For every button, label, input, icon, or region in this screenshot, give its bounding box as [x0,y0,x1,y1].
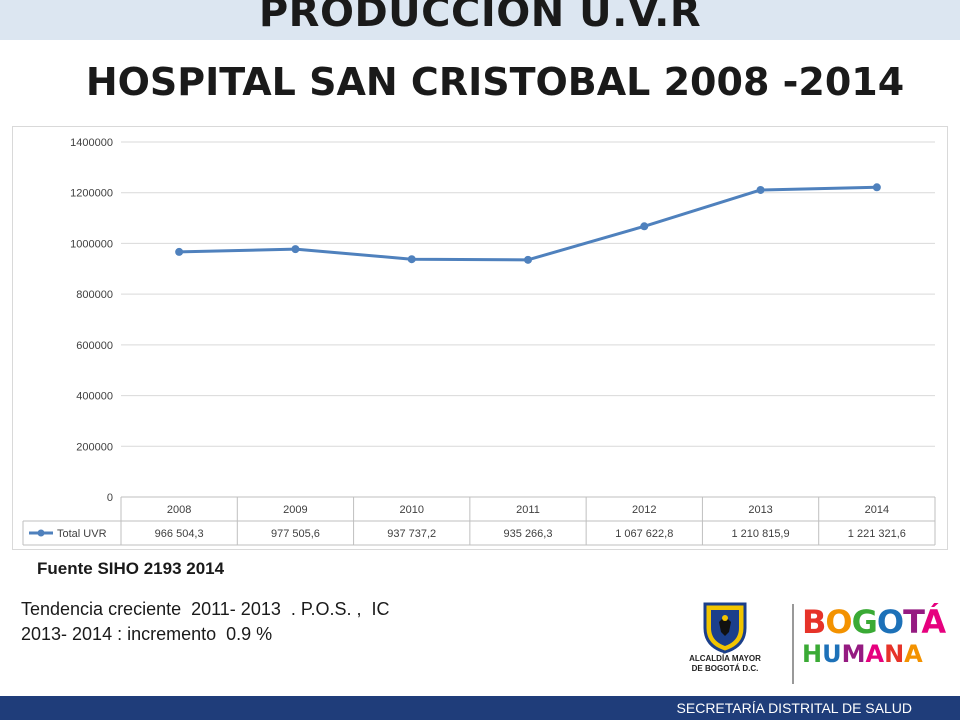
x-tick-label: 2013 [748,504,772,516]
crest-label-line-2: DE BOGOTÁ D.C. [691,664,759,673]
legend-label: Total UVR [57,528,107,540]
brand-letter: G [851,603,878,641]
series-line-total-uvr [179,185,877,262]
brand-letter: T [903,603,922,641]
y-tick-label: 0 [107,492,113,504]
title-band [0,0,960,40]
x-tick-label: 2010 [399,504,423,516]
x-tick-label: 2009 [283,504,307,516]
slide-subtitle: HOSPITAL SAN CRISTOBAL 2008 -2014 [85,60,905,104]
data-point [640,222,649,231]
y-tick-label: 200000 [76,441,113,453]
data-label: 1 221 321,6 [848,528,906,540]
x-tick-label: 2014 [865,504,889,516]
brand-bogota: BOGOTÁ [802,603,946,641]
note-line-2: 2013- 2014 : incremento 0.9 % [21,624,273,644]
data-point [407,255,416,264]
data-label: 1 210 815,9 [732,528,790,540]
x-tick-label: 2008 [167,504,191,516]
line-chart: 0 200000 400000 600000 800000 1000000 1200000 1… [22,137,936,546]
data-point [291,245,300,254]
brand-letter: M [841,640,866,668]
footer-text: SECRETARÍA DISTRITAL DE SALUD [676,700,912,716]
data-label: 937 737,2 [387,528,436,540]
y-tick-label: 1400000 [70,137,113,149]
y-tick-label: 1200000 [70,188,113,200]
crest-label: ALCALDÍA MAYOR DE BOGOTÁ D.C. [680,654,770,674]
source-text: Fuente SIHO 2193 2014 [37,559,225,578]
brand-letter: B [802,603,826,641]
brand-letter: O [876,603,904,641]
brand-letter: A [904,640,923,668]
data-point [872,183,881,192]
brand-letter: Á [921,603,946,641]
data-point [524,255,532,264]
legend-marker [37,529,45,537]
chart-area: 0 200000 400000 600000 800000 1000000 1200000 1… [12,126,948,550]
bogota-crest-icon [703,602,747,654]
data-label: 977 505,6 [271,528,320,540]
x-tick-label: 2012 [632,504,656,516]
brand-letter: H [802,640,823,668]
x-tick-label: 2011 [516,504,540,516]
y-tick-label: 400000 [76,391,113,403]
note-line-1: Tendencia creciente 2011- 2013 . P.O.S. … [21,599,390,619]
brand-letter: O [825,603,852,641]
logo-divider [792,604,794,684]
logos-block: ALCALDÍA MAYOR DE BOGOTÁ D.C. BOGOTÁ HUM… [680,598,950,688]
brand-letter: N [884,640,905,668]
data-point [175,247,184,256]
brand-letter: U [822,640,842,668]
note-text: Tendencia creciente 2011- 2013 . P.O.S. … [21,597,390,647]
brand-humana: HUMANA [802,640,923,668]
crest-label-line-1: ALCALDÍA MAYOR [689,654,761,663]
data-point [756,185,765,194]
footer-bar: SECRETARÍA DISTRITAL DE SALUD [0,696,960,720]
y-tick-label: 600000 [76,340,113,352]
brand-letter: A [865,640,885,668]
y-tick-label: 1000000 [70,238,113,250]
slide-title: PRODUCCION U.V.R [258,0,702,36]
data-label: 1 067 622,8 [615,528,673,540]
data-label: 966 504,3 [155,528,204,540]
data-label: 935 266,3 [504,528,553,540]
y-tick-label: 800000 [76,289,113,301]
